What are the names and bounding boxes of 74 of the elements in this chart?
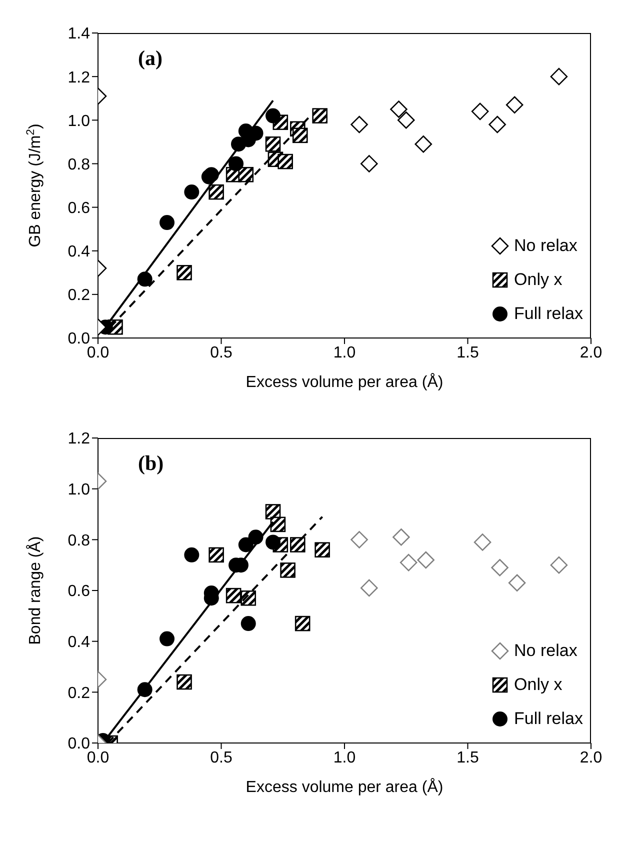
point [176, 264, 192, 280]
point [240, 616, 256, 632]
y-tick-label: 1.0 [68, 482, 90, 499]
point [350, 531, 368, 548]
y-tick-label: 0.6 [68, 200, 90, 217]
point [160, 631, 175, 646]
y-axis-title: Bond range (Å) [26, 536, 44, 645]
point [266, 534, 281, 550]
point [292, 128, 308, 144]
point [280, 562, 296, 578]
point [266, 108, 281, 124]
point [400, 554, 418, 572]
point [226, 588, 242, 604]
legend-label: Only x [514, 675, 562, 695]
point [184, 184, 200, 200]
legend-label: Full relax [514, 709, 583, 729]
x-tick-label: 1.0 [333, 344, 356, 362]
x-tick-label: 0.5 [210, 344, 232, 362]
y-tick-label: 0.2 [68, 684, 90, 702]
y-tick-label: 0.8 [68, 532, 90, 550]
point [240, 590, 256, 606]
y-tick-label: 1.4 [68, 26, 90, 43]
point [392, 528, 410, 546]
y-tick-label: 0.4 [68, 634, 90, 652]
point [390, 100, 408, 118]
x-tick-label: 1.0 [333, 749, 356, 766]
point [270, 516, 286, 532]
y-tick-label: 1.2 [68, 430, 90, 448]
point [417, 551, 434, 569]
x-tick-label: 2.0 [580, 344, 602, 362]
y-tick-label: 0.4 [68, 244, 90, 261]
point [265, 136, 281, 152]
point [208, 547, 224, 563]
point [228, 156, 244, 172]
legend-label: Full relax [514, 304, 583, 324]
x-axis-title: Excess volume per area (Å) [246, 778, 444, 796]
point [474, 534, 492, 551]
annotation: (b) [138, 451, 164, 476]
x-tick-label: 1.5 [456, 749, 479, 766]
annotation: (a) [138, 46, 162, 71]
point [312, 108, 328, 124]
point [208, 184, 224, 200]
point [160, 215, 175, 230]
legend-label: Only x [514, 270, 562, 290]
point [508, 574, 526, 592]
point [397, 111, 415, 129]
point [491, 558, 508, 576]
y-tick-label: 0.8 [68, 156, 90, 174]
point [550, 556, 568, 574]
x-tick-label: 1.5 [456, 344, 479, 362]
point [238, 166, 254, 182]
point [350, 116, 368, 134]
point [278, 154, 293, 170]
point [506, 96, 524, 114]
y-tick-label: 1.2 [68, 69, 90, 86]
point [290, 537, 306, 552]
point [414, 135, 432, 153]
x-axis-title: Excess volume per area (Å) [246, 373, 444, 391]
point [488, 116, 506, 134]
point [360, 579, 378, 597]
y-tick-label: 0.6 [68, 583, 90, 600]
point [294, 616, 310, 632]
point [184, 547, 200, 562]
legend-label: No relax [514, 641, 578, 661]
point [471, 102, 489, 120]
point [360, 155, 378, 172]
y-tick-label: 1.0 [68, 112, 90, 130]
point [176, 674, 192, 690]
point [314, 542, 330, 558]
legend-label: No relax [514, 236, 578, 256]
y-tick-label: 0.2 [68, 287, 90, 304]
x-tick-label: 2.0 [580, 749, 602, 766]
point [550, 68, 568, 86]
x-tick-label: 0.5 [210, 749, 232, 766]
